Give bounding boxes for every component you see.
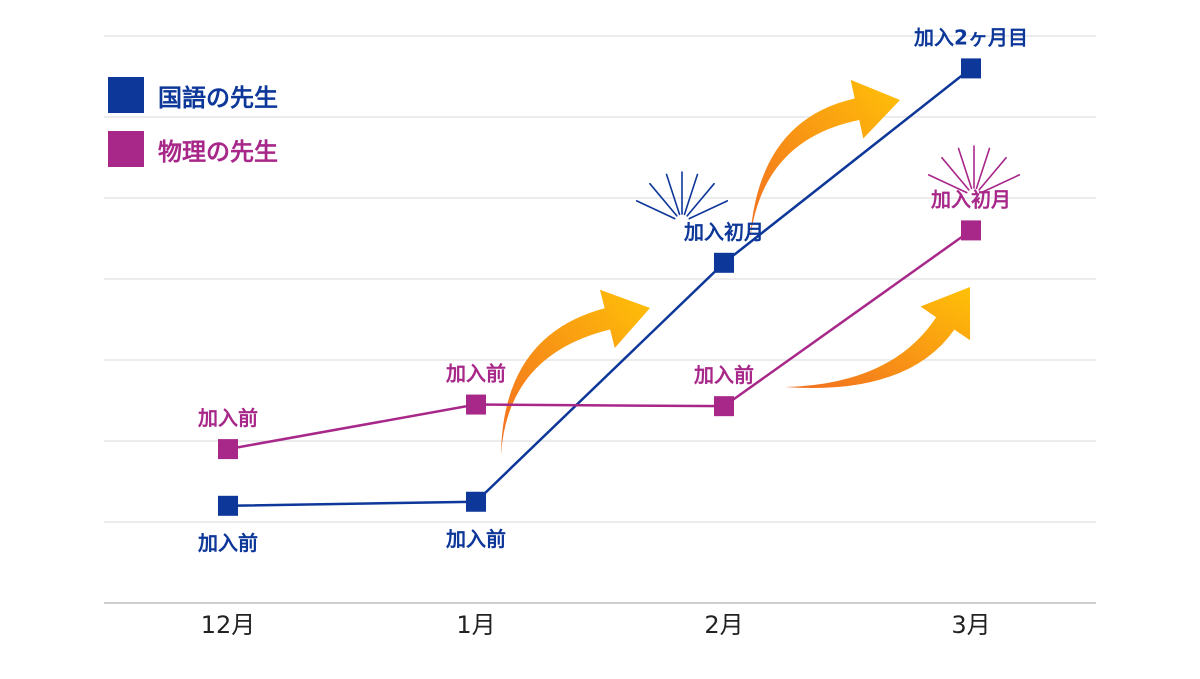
growth-arrows <box>501 79 971 455</box>
legend-label-japanese: 国語の先生 <box>158 83 278 112</box>
burst-ray <box>683 173 699 216</box>
burst-ray <box>686 182 715 217</box>
data-label: 加入前 <box>197 531 258 555</box>
growth-arrow <box>750 79 900 240</box>
data-point <box>218 439 238 460</box>
series-line-physics <box>227 229 972 451</box>
burst-ray <box>649 182 678 217</box>
data-point <box>961 220 981 241</box>
series-lines <box>218 58 981 516</box>
data-point <box>466 491 486 512</box>
legend-label-physics: 物理の先生 <box>158 137 278 166</box>
data-point <box>466 394 486 415</box>
burst-ray <box>980 174 1021 194</box>
data-label: 加入前 <box>693 363 754 387</box>
series-line-japanese <box>227 67 972 508</box>
burst-japanese <box>635 171 729 220</box>
data-point <box>714 396 734 417</box>
data-label: 加入初月 <box>683 220 764 244</box>
data-label: 加入2ヶ月目 <box>913 25 1028 49</box>
x-tick-label: 3月 <box>951 611 990 639</box>
data-point <box>714 252 734 273</box>
burst-ray <box>927 174 968 194</box>
x-tick-label: 1月 <box>456 611 495 639</box>
growth-arrow <box>501 289 650 455</box>
data-label: 加入前 <box>197 406 258 430</box>
data-point <box>961 58 981 79</box>
burst-physics <box>927 145 1021 194</box>
data-label: 加入前 <box>445 527 506 551</box>
data-label: 加入初月 <box>930 187 1011 211</box>
burst-ray <box>978 156 1007 191</box>
legend-swatch-japanese <box>108 77 144 113</box>
legend-item-physics: 物理の先生 <box>108 131 278 167</box>
x-tick-label: 12月 <box>201 611 256 639</box>
legend-swatch-physics <box>108 131 144 167</box>
legend-item-japanese: 国語の先生 <box>108 77 278 113</box>
growth-arrow <box>785 287 971 388</box>
burst-ray <box>957 147 973 190</box>
burst-ray <box>635 200 676 220</box>
burst-ray <box>941 156 970 191</box>
burst-ray <box>665 173 681 216</box>
data-point <box>218 495 238 516</box>
highlight-bursts <box>635 145 1021 220</box>
burst-ray <box>688 200 729 220</box>
x-tick-label: 2月 <box>704 611 743 639</box>
burst-ray <box>975 147 991 190</box>
x-axis-ticks: 12月 1月 2月 3月 <box>201 611 991 639</box>
data-label: 加入前 <box>445 362 506 386</box>
